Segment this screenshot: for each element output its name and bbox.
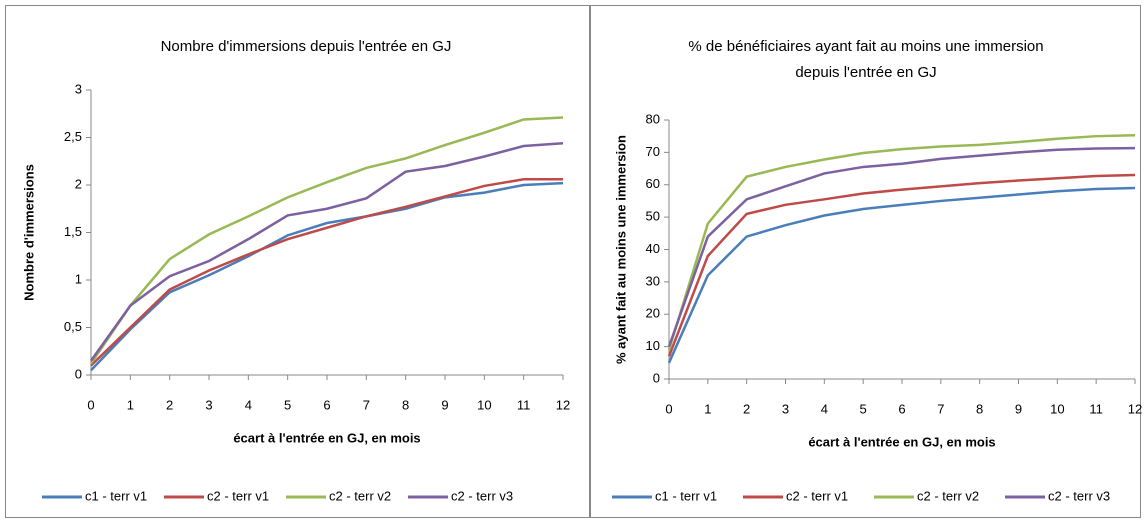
x-tick-label: 0	[87, 397, 94, 412]
x-axis-label: écart à l'entrée en GJ, en mois	[808, 434, 995, 449]
legend-label: c2 - terr v1	[786, 488, 848, 503]
panel-frame	[590, 5, 1141, 518]
x-tick-label: 11	[1089, 401, 1103, 416]
y-tick-label: 2	[75, 176, 82, 191]
chart-title: % de bénéficiaires ayant fait au moins u…	[688, 38, 1043, 55]
x-tick-label: 1	[127, 397, 134, 412]
x-tick-label: 3	[205, 397, 212, 412]
series-line	[667, 133, 1136, 351]
x-tick-label: 8	[402, 397, 409, 412]
x-tick-label: 0	[665, 401, 672, 416]
x-tick-label: 5	[284, 397, 291, 412]
y-tick-label: 0,5	[64, 319, 82, 334]
y-tick-label: 3	[75, 81, 82, 96]
legend-label: c2 - terr v2	[917, 488, 979, 503]
x-tick-label: 7	[937, 401, 944, 416]
x-tick-label: 10	[1050, 401, 1064, 416]
x-tick-label: 8	[976, 401, 983, 416]
y-axis-label: Nombre d'immersions	[21, 164, 36, 301]
y-tick-label: 30	[646, 273, 660, 288]
legend-label: c1 - terr v1	[85, 488, 147, 503]
x-tick-label: 1	[704, 401, 711, 416]
y-tick-label: 1,5	[64, 224, 82, 239]
x-tick-label: 6	[898, 401, 905, 416]
y-tick-label: 40	[646, 241, 660, 256]
x-tick-label: 5	[860, 401, 867, 416]
legend-label: c2 - terr v1	[207, 488, 269, 503]
y-tick-label: 70	[646, 144, 660, 159]
x-tick-label: 11	[517, 397, 531, 412]
y-axis-label: % ayant fait au moins une immersion	[613, 135, 628, 364]
y-tick-label: 50	[646, 209, 660, 224]
y-tick-label: 2,5	[64, 129, 82, 144]
series-line	[90, 181, 564, 372]
x-tick-label: 3	[782, 401, 789, 416]
y-tick-label: 1	[75, 271, 82, 286]
series-line	[89, 116, 564, 365]
x-tick-label: 12	[1128, 401, 1142, 416]
x-tick-label: 4	[821, 401, 828, 416]
x-tick-label: 10	[477, 397, 491, 412]
x-tick-label: 7	[363, 397, 370, 412]
series-line	[90, 178, 563, 367]
legend-label: c1 - terr v1	[655, 488, 717, 503]
legend-label: c2 - terr v3	[451, 488, 513, 503]
x-tick-label: 9	[441, 397, 448, 412]
x-tick-label: 2	[166, 397, 173, 412]
legend-label: c2 - terr v2	[329, 488, 391, 503]
series-line	[89, 141, 564, 362]
y-tick-label: 10	[646, 338, 660, 353]
y-tick-label: 20	[646, 306, 660, 321]
y-tick-label: 60	[646, 176, 660, 191]
chart-title: depuis l'entrée en GJ	[795, 64, 936, 81]
y-tick-label: 0	[653, 370, 660, 385]
panel-frame	[5, 5, 590, 518]
series-line	[667, 173, 1136, 357]
x-axis-label: écart à l'entrée en GJ, en mois	[233, 430, 420, 445]
x-tick-label: 9	[1015, 401, 1022, 416]
x-tick-label: 12	[556, 397, 570, 412]
legend-label: c2 - terr v3	[1048, 488, 1110, 503]
x-tick-label: 4	[245, 397, 252, 412]
x-tick-label: 6	[323, 397, 330, 412]
chart-title: Nombre d'immersions depuis l'entrée en G…	[161, 38, 452, 55]
series-line	[667, 186, 1136, 364]
series-line	[667, 146, 1136, 348]
x-tick-label: 2	[743, 401, 750, 416]
y-tick-label: 0	[75, 366, 82, 381]
y-tick-label: 80	[646, 111, 660, 126]
